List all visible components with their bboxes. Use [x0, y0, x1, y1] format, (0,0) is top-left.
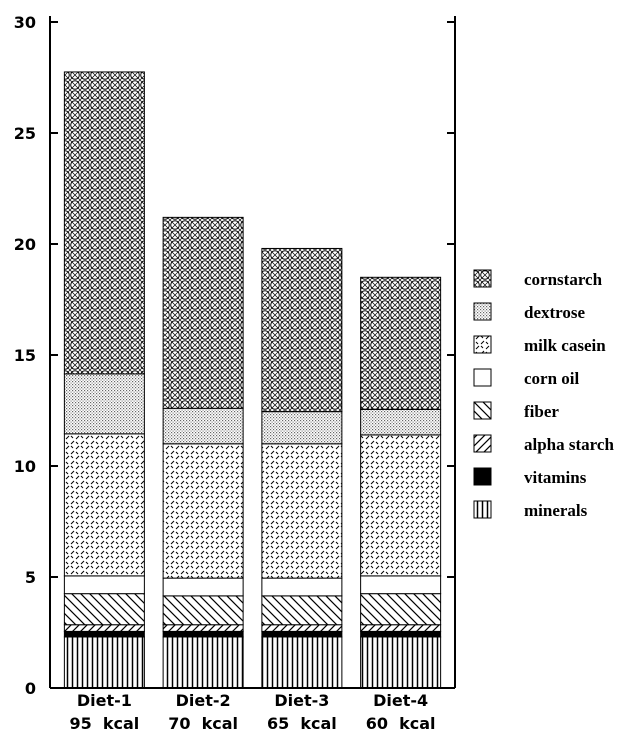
bar-segment — [162, 577, 244, 597]
bar-segment — [162, 407, 244, 445]
y-tick-label: 20 — [14, 235, 36, 254]
bar-segment — [162, 443, 244, 579]
bar-segment — [360, 624, 442, 632]
legend-label: milk casein — [524, 336, 606, 355]
bar-segment — [63, 636, 145, 689]
bar-segment — [63, 373, 145, 435]
bar-segment — [63, 593, 145, 626]
bar-segment — [162, 636, 244, 689]
legend-swatch — [473, 500, 492, 519]
bar-segment — [360, 630, 442, 638]
bar-segment — [63, 433, 145, 577]
bar-segment — [360, 636, 442, 689]
legend-label: fiber — [524, 402, 559, 421]
legend-label: alpha starch — [524, 435, 614, 454]
legend-swatch — [473, 467, 492, 486]
bar-segment — [63, 71, 145, 375]
bar-segment — [360, 276, 442, 410]
legend-label: cornstarch — [524, 270, 603, 289]
bar-segment — [261, 636, 343, 689]
y-tick-label: 15 — [14, 346, 36, 365]
legend-swatch — [473, 401, 492, 420]
legend-label: corn oil — [524, 369, 580, 388]
y-tick-label: 5 — [25, 568, 36, 587]
bar-segment — [360, 434, 442, 577]
x-sub-label: 60 kcal — [366, 714, 436, 733]
legend-label: dextrose — [524, 303, 586, 322]
legend-swatch — [473, 368, 492, 387]
bar-segment — [162, 216, 244, 409]
x-tick-label: Diet-1 — [77, 691, 132, 710]
bar-segment — [63, 624, 145, 632]
bar-segment — [360, 408, 442, 436]
y-tick-label: 0 — [25, 679, 36, 698]
bar-segment — [63, 575, 145, 595]
bar-segment — [261, 411, 343, 445]
bar-segment — [360, 593, 442, 626]
x-tick-label: Diet-2 — [176, 691, 231, 710]
y-tick-label: 25 — [14, 124, 36, 143]
bar-segment — [261, 595, 343, 626]
legend-label: minerals — [524, 501, 588, 520]
y-tick-label: 10 — [14, 457, 36, 476]
bar-segment — [261, 247, 343, 413]
bar-segment — [162, 630, 244, 638]
x-tick-label: Diet-3 — [274, 691, 329, 710]
legend-swatch — [473, 335, 492, 354]
bar-segment — [261, 443, 343, 579]
x-sub-label: 70 kcal — [168, 714, 238, 733]
x-tick-label: Diet-4 — [373, 691, 428, 710]
bar-segment — [162, 624, 244, 632]
legend-label: vitamins — [524, 468, 587, 487]
bar-segment — [360, 575, 442, 595]
bar-segment — [63, 630, 145, 638]
bar-segment — [261, 577, 343, 597]
bar-segment — [162, 595, 244, 626]
legend-swatch — [473, 302, 492, 321]
x-sub-label: 65 kcal — [267, 714, 337, 733]
legend-swatch — [473, 269, 492, 288]
y-tick-label: 30 — [14, 13, 36, 32]
bar-segment — [261, 630, 343, 638]
bar-segment — [261, 624, 343, 632]
legend-swatch — [473, 434, 492, 453]
x-sub-label: 95 kcal — [69, 714, 139, 733]
